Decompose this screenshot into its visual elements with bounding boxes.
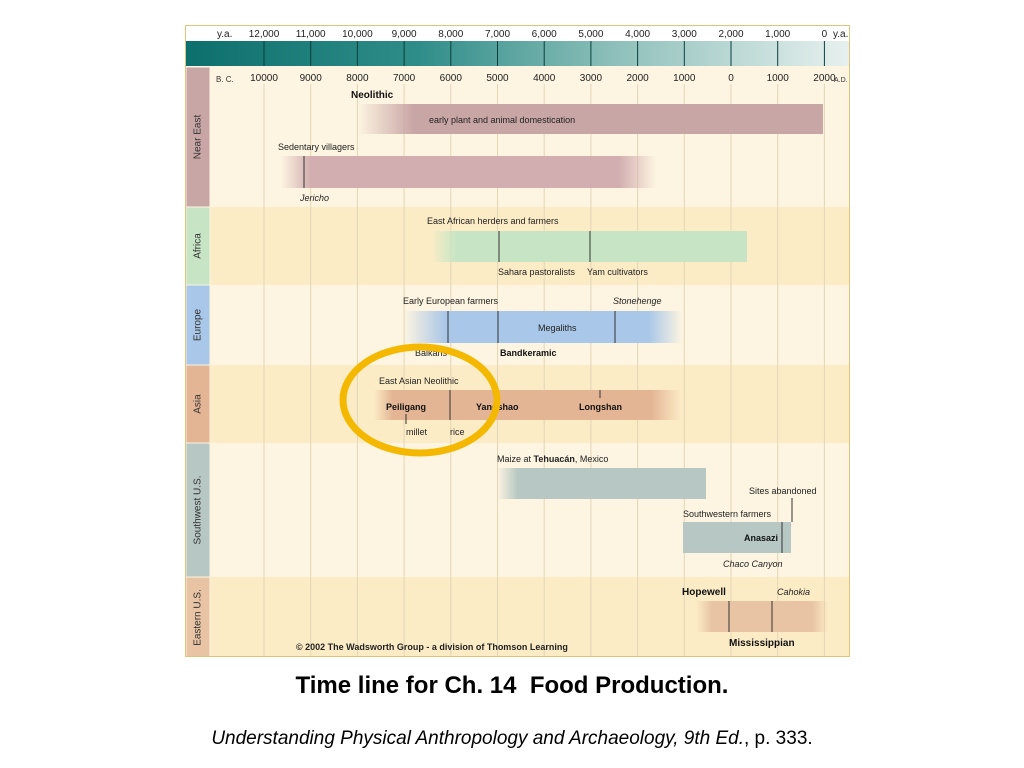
early-european-label: Early European farmers <box>403 296 499 306</box>
date-tick-label: 1000 <box>673 73 696 84</box>
ya-tick-label: 6,000 <box>532 29 557 40</box>
timeline-figure: 12,000 11,000 10,000 9,000 8,000 7,000 6,000 5,… <box>185 25 850 657</box>
region-label: Africa <box>193 233 204 259</box>
peiligang-label: Peiligang <box>386 402 426 412</box>
region-label: Europe <box>193 308 204 341</box>
bar-east-african <box>431 231 747 262</box>
slide-caption: Understanding Physical Anthropology and … <box>0 728 1024 750</box>
ad-label: A.D. <box>834 77 848 84</box>
sedentary-villagers-label: Sedentary villagers <box>278 142 355 152</box>
region-band <box>186 576 211 656</box>
header-gradient-band <box>186 41 849 66</box>
region-band <box>186 284 211 366</box>
bc-label: B. C. <box>216 75 234 84</box>
region-label: Eastern U.S. <box>193 589 204 646</box>
region-label: Near East <box>193 115 204 160</box>
sahara-label: Sahara pastoralists <box>498 267 576 277</box>
hopewell-label: Hopewell <box>682 587 726 598</box>
cahokia-label: Cahokia <box>777 587 810 597</box>
highlight-circle <box>339 343 501 457</box>
ya-tick-label: 2,000 <box>718 29 743 40</box>
region-band <box>186 364 211 444</box>
bar-early-domestication <box>358 104 823 134</box>
mississippian-label: Mississippian <box>729 638 795 649</box>
stonehenge-label: Stonehenge <box>613 296 662 306</box>
header-ya-strip <box>186 26 849 41</box>
region-band <box>186 206 211 286</box>
bar-east-asian-neolithic <box>374 390 682 420</box>
date-tick-label: 5000 <box>486 73 509 84</box>
balkans-label: Balkans <box>415 348 448 358</box>
date-tick-label: 1000 <box>767 73 790 84</box>
chaco-canyon-label: Chaco Canyon <box>723 559 783 569</box>
neolithic-label: Neolithic <box>351 90 394 101</box>
yam-label: Yam cultivators <box>587 267 648 277</box>
region-label: Southwest U.S. <box>193 476 204 545</box>
ya-tick-label: 5,000 <box>578 29 603 40</box>
ya-label-left: y.a. <box>217 29 232 40</box>
ya-tick-label: 9,000 <box>392 29 417 40</box>
region-label: Asia <box>193 394 204 414</box>
bar-sedentary-villagers <box>281 156 656 188</box>
ya-label-right: y.a. <box>833 29 848 40</box>
date-tick-label: 6000 <box>440 73 463 84</box>
timeline-svg: 12,000 11,000 10,000 9,000 8,000 7,000 6,000 5,… <box>186 26 849 656</box>
ya-tick-label: 11,000 <box>296 29 326 40</box>
row-bg-southwest <box>210 443 849 577</box>
date-tick-label: 2000 <box>813 73 836 84</box>
jericho-label: Jericho <box>299 193 329 203</box>
east-african-label: East African herders and farmers <box>427 216 559 226</box>
copyright-text: © 2002 The Wadsworth Group - a division … <box>296 642 568 652</box>
ya-tick-label: 0 <box>822 29 828 40</box>
ya-tick-label: 7,000 <box>485 29 510 40</box>
bar-european-farmers <box>404 311 682 343</box>
date-tick-label: 4000 <box>533 73 556 84</box>
date-tick-label: 8000 <box>346 73 369 84</box>
east-asian-label: East Asian Neolithic <box>379 376 459 386</box>
ya-tick-label: 3,000 <box>672 29 697 40</box>
date-tick-labels: 10000 9000 8000 7000 6000 5000 4000 3000 2000 100… <box>250 73 836 84</box>
date-tick-label: 3000 <box>580 73 603 84</box>
early-domestication-label: early plant and animal domestication <box>429 115 575 125</box>
caption-page: , p. 333. <box>744 728 813 749</box>
rice-label: rice <box>450 427 465 437</box>
slide-title: Time line for Ch. 14 Food Production. <box>295 672 729 699</box>
caption-book-title: Understanding Physical Anthropology and … <box>211 728 744 749</box>
maize-label: Maize at Tehuacán, Mexico <box>497 454 608 464</box>
southwestern-farmers-label: Southwestern farmers <box>683 509 772 519</box>
bar-mississippian <box>696 601 828 632</box>
date-tick-label: 7000 <box>393 73 416 84</box>
region-band <box>186 66 211 208</box>
ya-tick-label: 10,000 <box>342 29 373 40</box>
ya-tick-label: 12,000 <box>249 29 280 40</box>
bar-southwestern-farmers <box>683 522 791 553</box>
date-tick-label: 10000 <box>250 73 278 84</box>
ya-tick-label: 4,000 <box>625 29 650 40</box>
anasazi-label: Anasazi <box>744 533 778 543</box>
sites-abandoned-label: Sites abandoned <box>749 486 817 496</box>
date-tick-label: 2000 <box>626 73 649 84</box>
ya-tick-label: 1,000 <box>765 29 790 40</box>
region-labels: Near East Africa Europe Asia Southwest U.S. E… <box>186 66 211 656</box>
date-tick-label: 9000 <box>300 73 323 84</box>
bar-maize-tehuacan <box>497 468 706 499</box>
millet-label: millet <box>406 427 428 437</box>
bandkeramic-label: Bandkeramic <box>500 348 557 358</box>
megaliths-label: Megaliths <box>538 323 577 333</box>
ya-tick-label: 8,000 <box>438 29 463 40</box>
date-tick-label: 0 <box>728 73 734 84</box>
ya-tick-labels: 12,000 11,000 10,000 9,000 8,000 7,000 6,000 5,… <box>249 29 828 66</box>
longshan-label: Longshan <box>579 402 622 412</box>
